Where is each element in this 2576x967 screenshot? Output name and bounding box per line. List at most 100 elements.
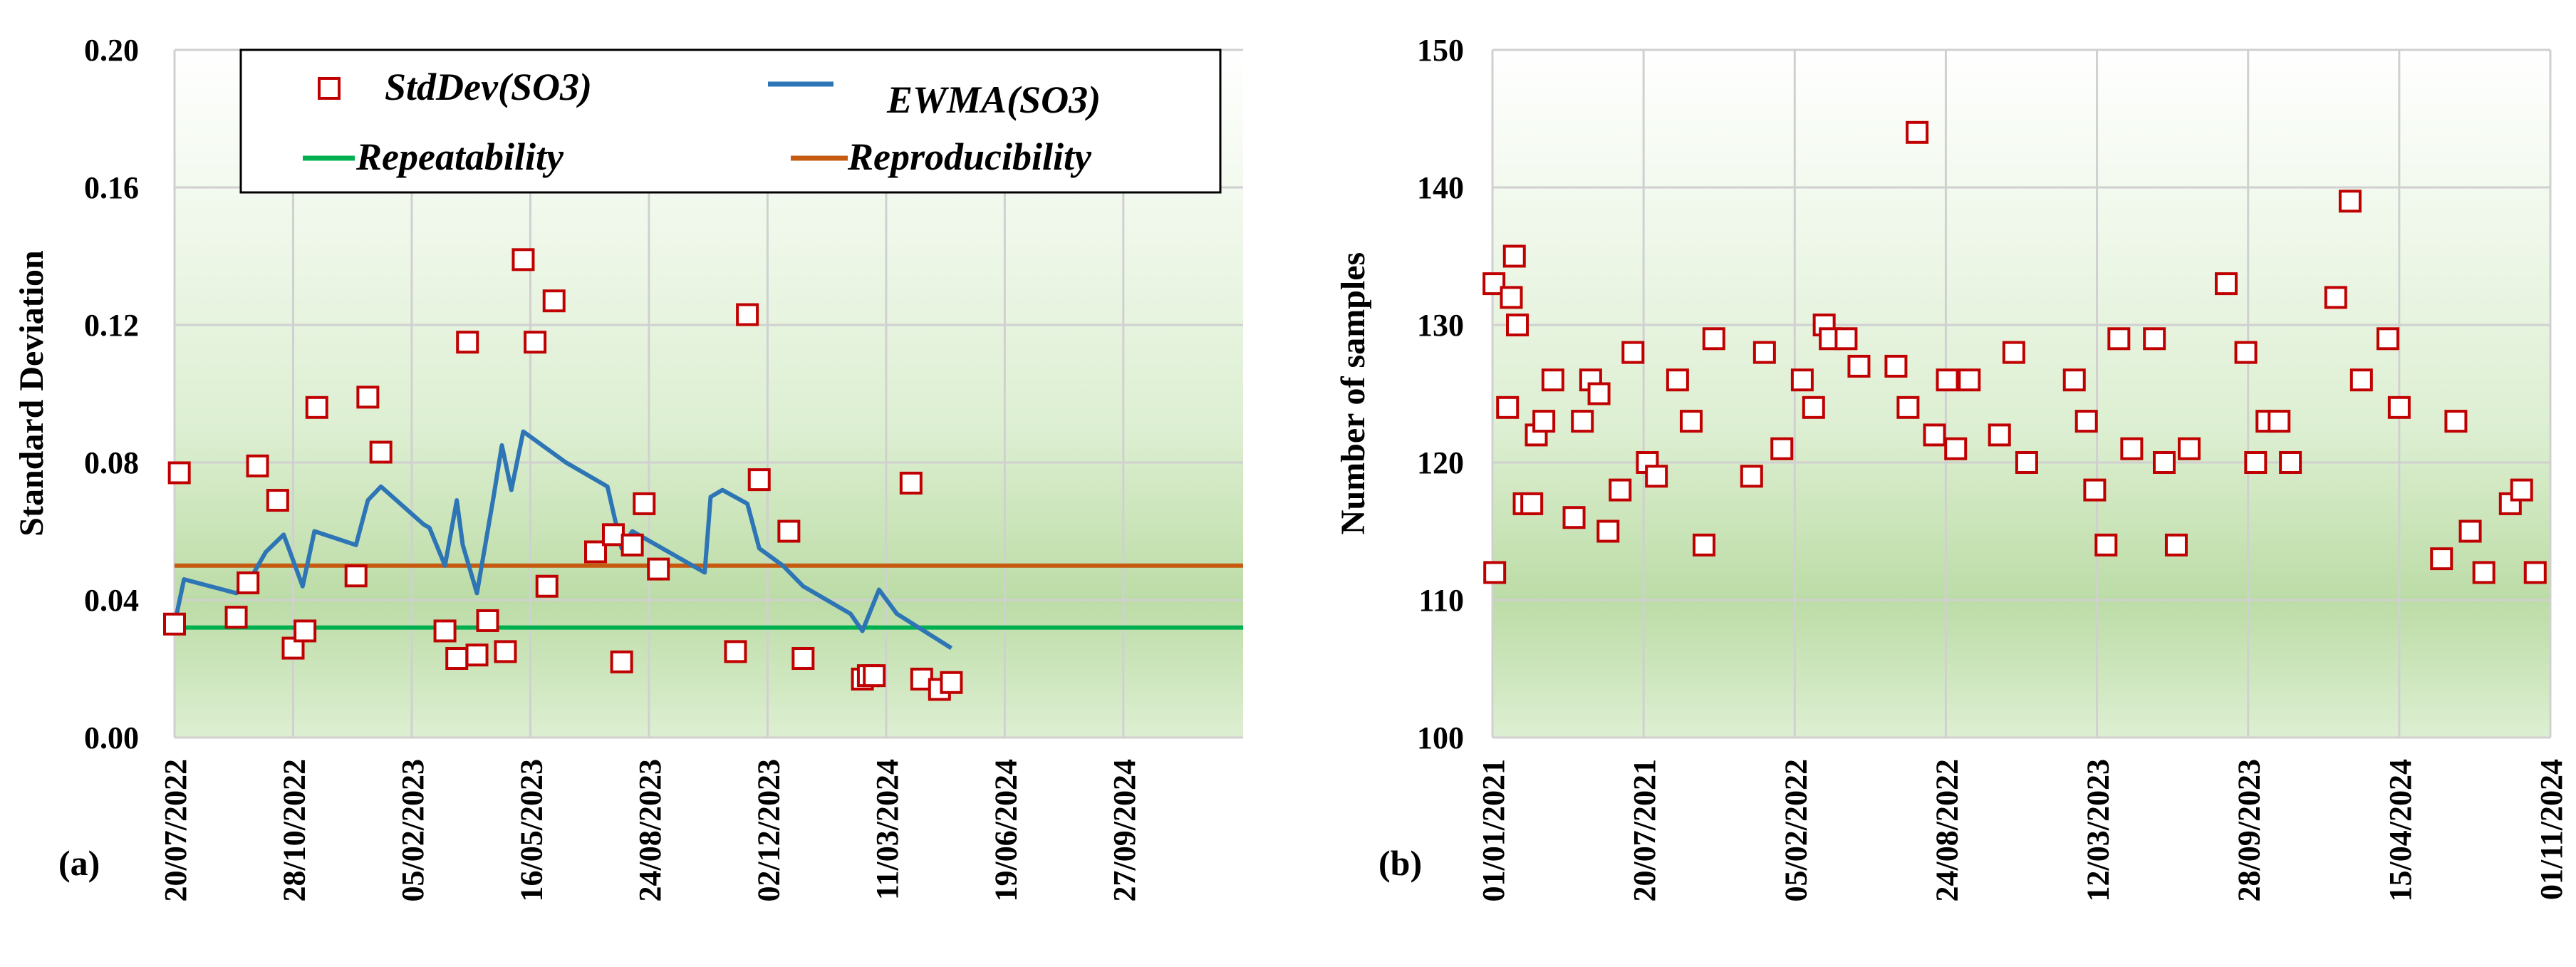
- sample-point: [1496, 395, 1520, 419]
- legend-label-stddev: StdDev(SO3): [385, 66, 592, 108]
- x-tick-label: 12/03/2023: [2081, 759, 2116, 901]
- sample-point: [1752, 341, 1776, 364]
- sample-point: [2458, 519, 2482, 543]
- y-ticks-a: 0.00 0.04 0.08 0.12 0.16 0.20: [84, 33, 139, 755]
- y-tick-label: 150: [1417, 33, 1464, 68]
- sample-point: [1587, 382, 1611, 405]
- x-tick-label: 15/04/2024: [2383, 759, 2418, 901]
- sample-point: [2349, 368, 2373, 392]
- x-tick-label: 28/09/2023: [2232, 759, 2267, 901]
- sample-point: [1812, 314, 1836, 336]
- stddev-point: [433, 619, 457, 643]
- x-tick-label: 11/03/2024: [870, 759, 905, 900]
- y-tick-label: 100: [1417, 720, 1464, 755]
- x-tick-label: 16/05/2023: [514, 759, 549, 901]
- x-ticks-a: 20/07/2022 28/10/2022 05/02/2023 16/05/2023…: [158, 759, 1142, 901]
- sample-point: [2214, 272, 2238, 296]
- legend-a: StdDev(SO3) EWMA(SO3) Repeatability Repr…: [239, 48, 1222, 194]
- stddev-point: [610, 650, 633, 673]
- sample-point: [1988, 423, 2011, 447]
- sample-point: [2510, 478, 2533, 502]
- stddev-markers-a: [163, 248, 963, 701]
- stddev-point: [445, 647, 469, 671]
- y-tick-label: 120: [1417, 445, 1464, 480]
- sample-point: [1520, 492, 1544, 515]
- sample-point: [1571, 410, 1594, 433]
- chart-a: 0.00 0.04 0.08 0.12 0.16 0.20 20/07/2022 28/10…: [13, 33, 1243, 901]
- x-tick-label: 19/06/2024: [988, 759, 1023, 901]
- sample-point: [2107, 327, 2131, 351]
- sample-point: [2120, 437, 2144, 460]
- panel-label-b: (b): [1378, 843, 1422, 883]
- sample-point: [2472, 561, 2496, 584]
- sample-point: [1666, 368, 1689, 392]
- y-tick-label: 130: [1417, 308, 1464, 343]
- sample-point: [1502, 244, 1526, 268]
- y-tick-label: 0.04: [84, 583, 139, 618]
- sample-point: [2430, 547, 2453, 571]
- sample-point: [1541, 368, 1564, 392]
- sample-point: [2324, 286, 2347, 309]
- y-tick-label: 0.20: [84, 33, 139, 68]
- stddev-point: [940, 671, 963, 694]
- sample-point: [1896, 395, 1920, 419]
- stddev-point: [633, 492, 656, 515]
- sample-point: [1958, 368, 1981, 392]
- stddev-point: [266, 489, 289, 512]
- legend-box-a: [239, 48, 1222, 194]
- sample-point: [1740, 465, 1763, 488]
- stddev-point: [163, 612, 186, 636]
- sample-point: [2279, 451, 2302, 474]
- sample-point: [1596, 519, 1620, 543]
- sample-point: [2338, 190, 2362, 213]
- x-tick-label: 01/11/2024: [2534, 759, 2569, 900]
- sample-point: [1506, 314, 1530, 336]
- sample-point: [1802, 395, 1825, 419]
- sample-point: [1532, 410, 1556, 433]
- y-tick-label: 140: [1417, 170, 1464, 205]
- sample-point: [2062, 368, 2086, 392]
- sample-point: [1702, 327, 1725, 351]
- stddev-point: [246, 454, 269, 477]
- sample-point: [1790, 368, 1814, 392]
- x-tick-label: 24/08/2023: [633, 759, 668, 901]
- sample-point: [2177, 437, 2201, 460]
- stddev-point: [524, 331, 547, 354]
- legend-label-ewma: EWMA(SO3): [886, 78, 1101, 121]
- y-axis-title-a: Standard Deviation: [13, 250, 51, 536]
- x-tick-label: 05/02/2023: [395, 759, 430, 901]
- stddev-point: [465, 643, 489, 667]
- sample-point: [2444, 410, 2468, 433]
- sample-point: [2268, 410, 2291, 433]
- sample-point: [1884, 354, 1908, 378]
- sample-point: [1923, 423, 1946, 447]
- plot-area-b: [1492, 50, 2550, 738]
- stddev-point: [647, 557, 670, 581]
- stddev-point: [456, 331, 479, 354]
- ewma-line-a: [172, 429, 953, 651]
- stddev-point: [167, 461, 191, 485]
- sample-point: [2094, 533, 2118, 557]
- stddev-point: [511, 248, 535, 272]
- sample-point: [1770, 437, 1794, 460]
- sample-point: [2234, 341, 2258, 364]
- x-tick-label: 05/02/2022: [1778, 759, 1813, 901]
- sample-point: [1621, 341, 1645, 364]
- sample-point: [2376, 327, 2399, 351]
- y-tick-label: 110: [1418, 583, 1464, 618]
- stddev-point: [494, 640, 517, 663]
- legend-label-repeatability: Repeatability: [355, 135, 564, 178]
- sample-point: [2244, 451, 2268, 474]
- sample-point: [2164, 533, 2188, 557]
- stddev-point: [294, 619, 317, 643]
- stddev-point: [535, 574, 559, 598]
- sample-point: [1679, 410, 1703, 433]
- stddev-point: [356, 386, 380, 409]
- y-tick-label: 0.12: [84, 308, 139, 343]
- sample-point: [2387, 395, 2411, 419]
- legend-marker-stddev: [318, 77, 341, 100]
- x-tick-label: 20/07/2022: [158, 759, 193, 901]
- sample-point: [1562, 506, 1586, 529]
- ewma-series-line: [172, 429, 953, 651]
